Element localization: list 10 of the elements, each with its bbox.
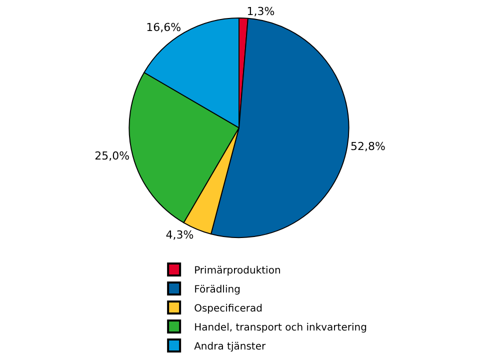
- legend-label: Ospecificerad: [194, 303, 262, 314]
- data-label: 52,8%: [350, 140, 386, 154]
- data-label: 4,3%: [166, 228, 194, 242]
- legend-label: Handel, transport och inkvartering: [194, 322, 367, 334]
- data-label: 1,3%: [246, 5, 275, 18]
- data-label: 25,0%: [94, 150, 130, 163]
- legend-label: Förädling: [194, 284, 240, 296]
- data-label: 16,6%: [146, 21, 182, 34]
- legend-label: Primärproduktion: [194, 265, 281, 276]
- legend-label: Andra tjänster: [194, 341, 266, 352]
